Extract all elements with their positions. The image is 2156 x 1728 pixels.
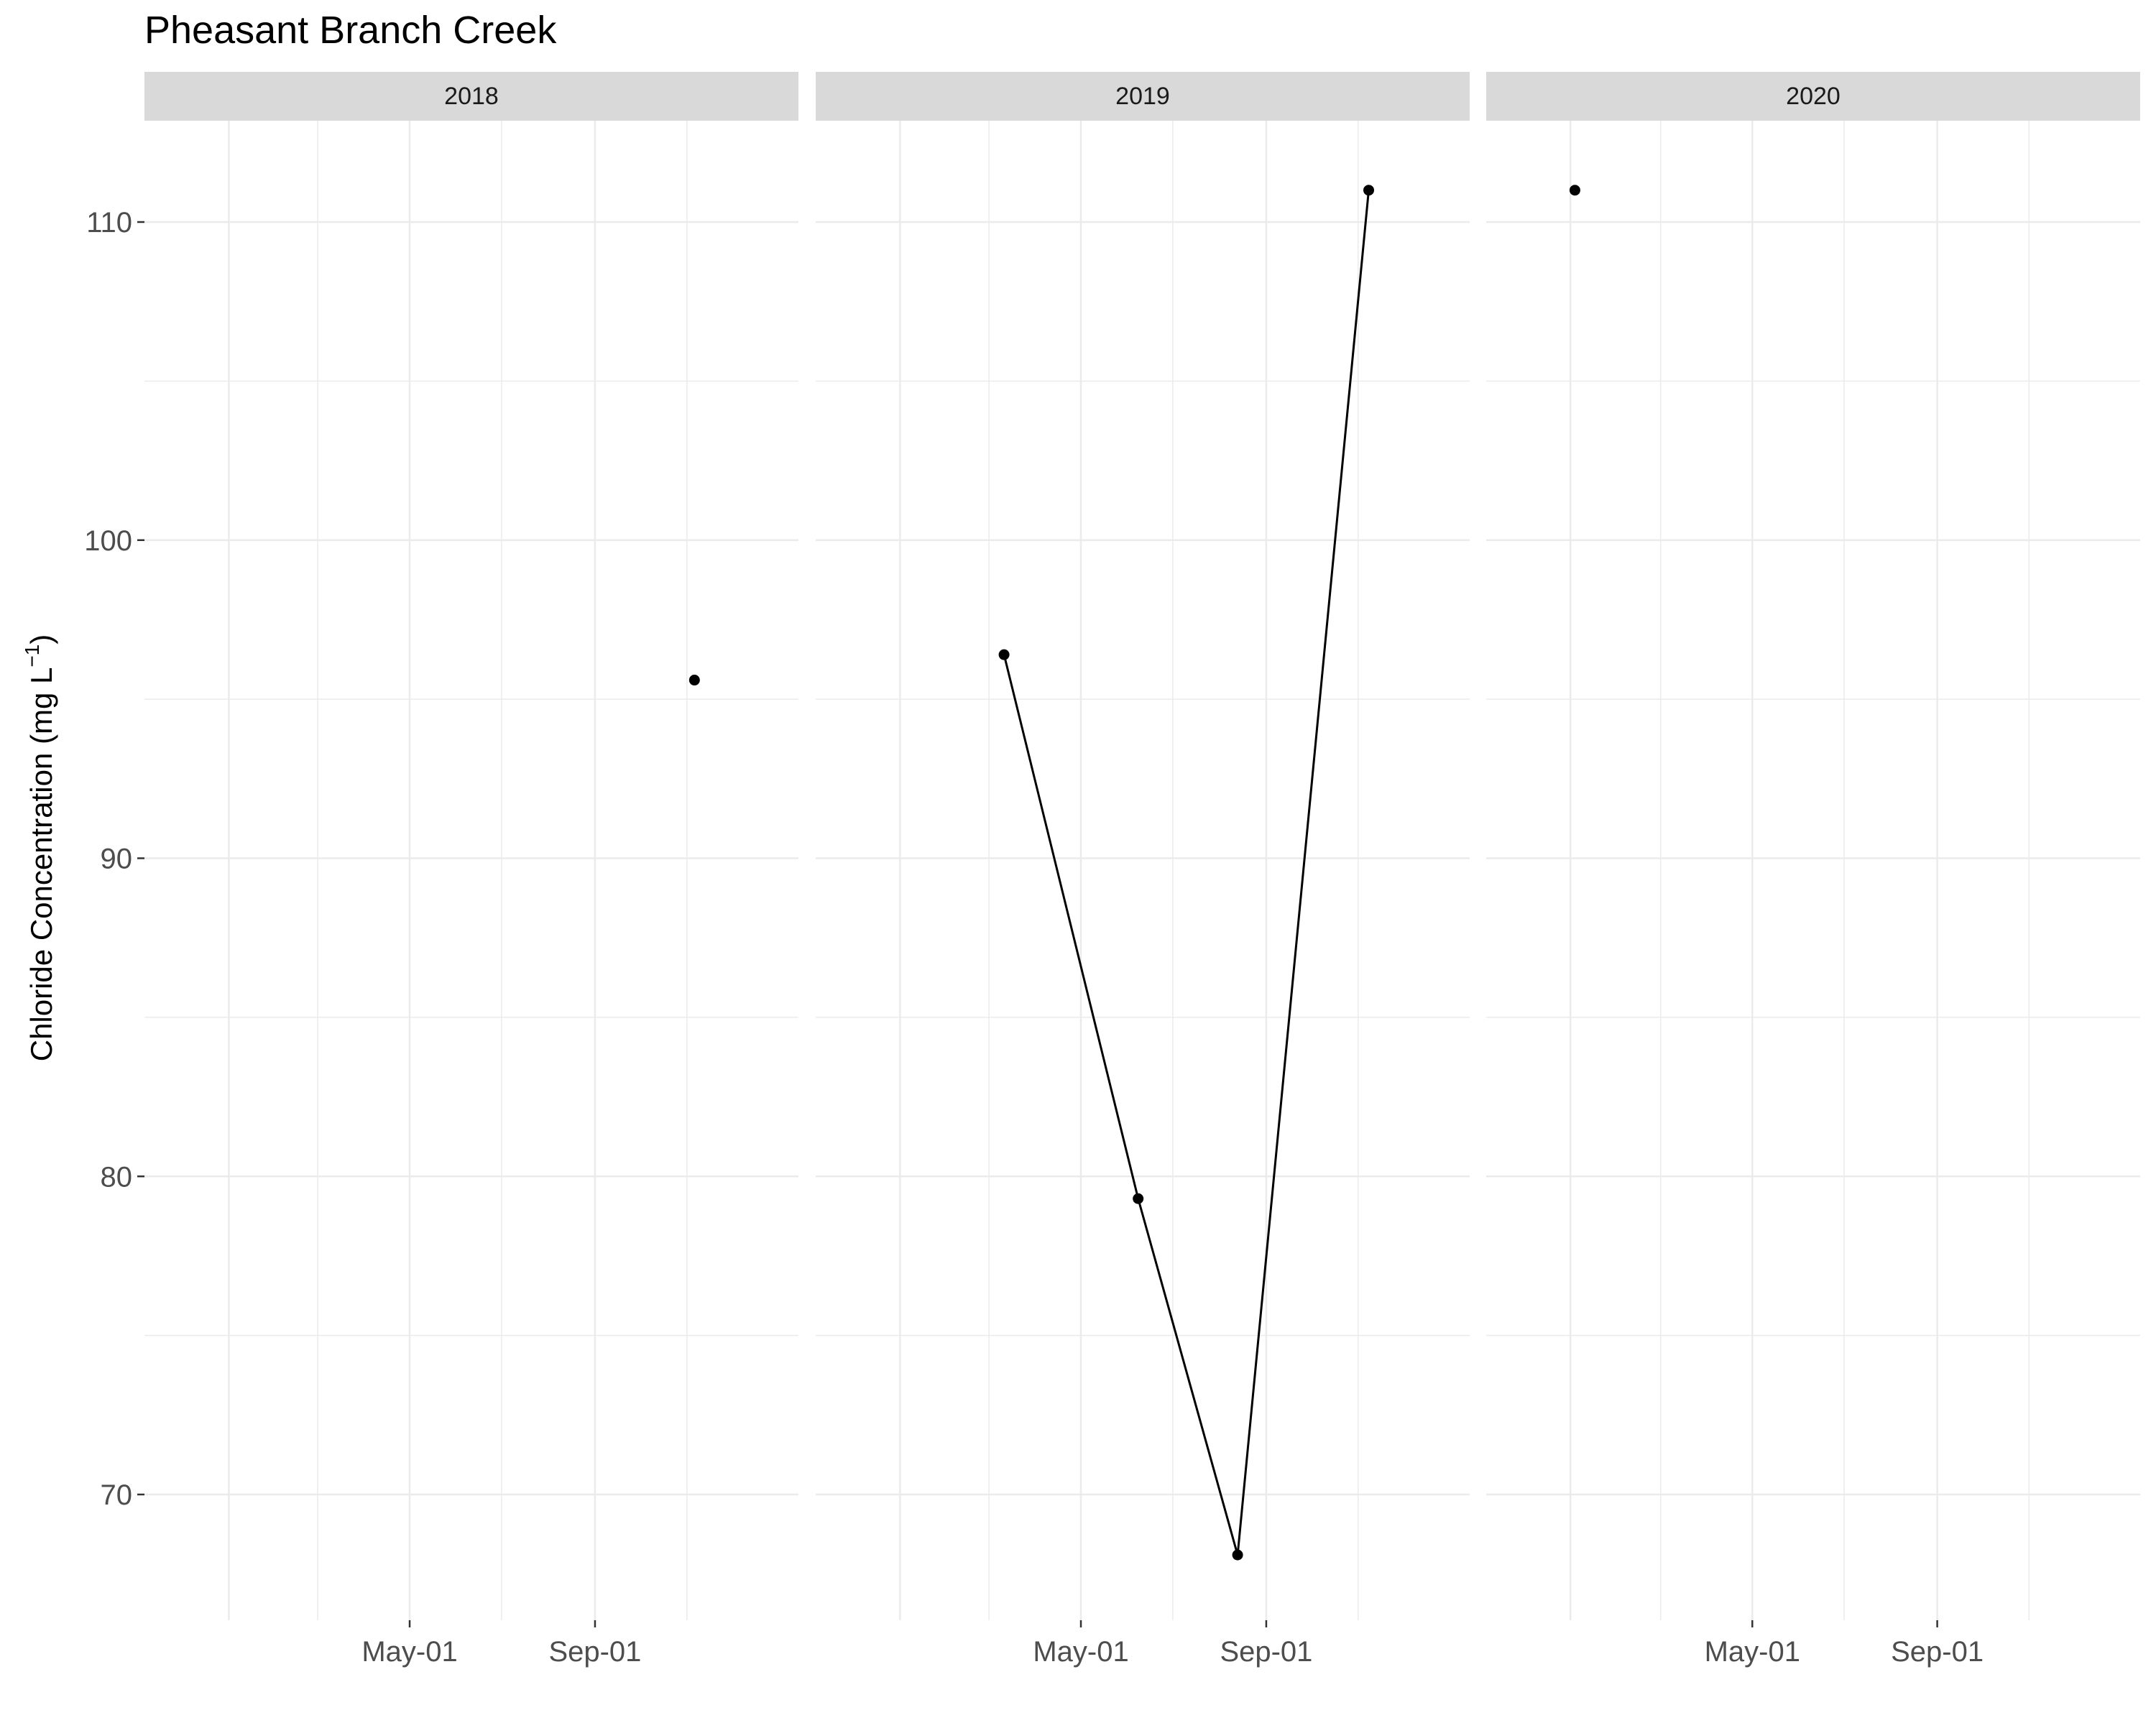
- axis-layer: May-01 Sep-01 May-01 Sep-01 May-01 Sep-01 70 80…: [84, 207, 1984, 1668]
- series-line: [1003, 190, 1370, 1556]
- panel-background: [816, 121, 1470, 1620]
- y-tick-label: 100: [84, 525, 132, 557]
- panel-background: [1486, 121, 2140, 1620]
- x-tick-label: Sep-01: [1891, 1636, 1984, 1668]
- facet-strip: [1486, 72, 2140, 121]
- strip-layer: 2018 2019 2020: [144, 72, 2140, 121]
- facet-strip-label: 2020: [1786, 83, 1841, 110]
- data-point: [688, 675, 700, 686]
- x-tick-label: May-01: [361, 1636, 457, 1668]
- panel-background: [144, 121, 798, 1620]
- data-layer: [688, 185, 1580, 1561]
- data-point: [998, 649, 1010, 660]
- x-tick-label: May-01: [1705, 1636, 1800, 1668]
- data-point: [1363, 185, 1375, 196]
- facet-strip-label: 2018: [444, 83, 499, 110]
- y-axis-title: Chloride Concentration (mg L−1): [21, 634, 58, 1062]
- facet-strip-label: 2019: [1115, 83, 1170, 110]
- y-tick-label: 70: [101, 1479, 133, 1511]
- y-tick-label: 90: [101, 844, 133, 875]
- x-tick-label: Sep-01: [548, 1636, 641, 1668]
- data-point: [1232, 1549, 1243, 1561]
- data-point: [1569, 185, 1580, 196]
- y-tick-label: 80: [101, 1161, 133, 1193]
- x-tick-label: Sep-01: [1220, 1636, 1312, 1668]
- grid-layer: [144, 121, 2140, 1620]
- data-point: [1133, 1193, 1144, 1204]
- y-axis-title-close: ): [24, 634, 58, 644]
- x-tick-label: May-01: [1033, 1636, 1128, 1668]
- y-axis-title-main: Chloride Concentration (mg L: [24, 667, 58, 1062]
- facet-strip: [816, 72, 1470, 121]
- chart-title: Pheasant Branch Creek: [144, 9, 557, 52]
- facet-strip: [144, 72, 798, 121]
- y-axis-title-sup: −1: [21, 644, 43, 667]
- y-tick-label: 110: [86, 207, 132, 239]
